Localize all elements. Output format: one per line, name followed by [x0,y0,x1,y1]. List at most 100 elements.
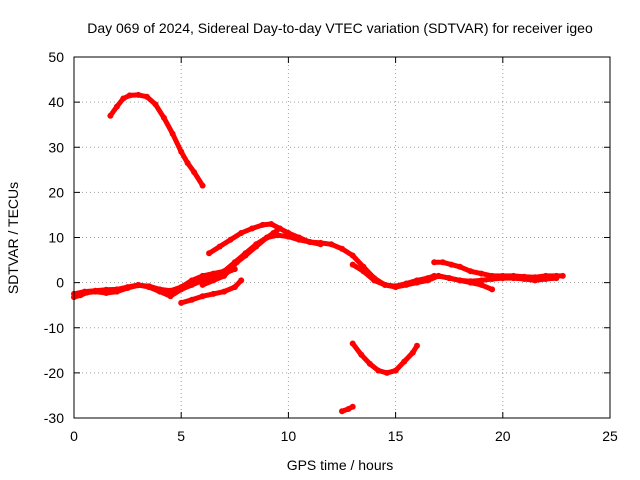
data-point [467,268,474,275]
data-point [184,160,191,166]
y-axis-title: SDTVAR / TECUs [5,182,21,294]
data-point [156,288,163,295]
data-point [456,263,463,270]
data-point [349,261,356,268]
data-point [206,250,213,257]
series-line [71,266,238,299]
series-line [107,92,206,189]
series-line [200,226,283,288]
grid [74,57,610,418]
data-point [559,272,566,279]
data-point [532,277,538,284]
data-point [210,290,217,297]
data-point [233,259,240,266]
data-point [103,286,110,293]
series-arc-1 [107,91,206,189]
data-point [146,284,152,291]
data-point [431,272,438,279]
data-point [510,275,517,282]
data-point [167,293,174,300]
y-tick-label: 20 [48,184,64,200]
y-tick-label: 10 [48,230,64,246]
data-point [178,148,185,155]
series-line [350,341,420,376]
data-point [439,259,446,266]
data-point [349,403,356,410]
data-point [317,241,324,248]
data-point [191,169,198,176]
series-arc-6 [199,225,283,288]
x-tick-label: 10 [281,428,297,444]
data-point [371,277,378,284]
data-point [414,342,420,349]
data-point [360,268,367,275]
data-point [113,286,120,293]
data-point [152,101,159,108]
data-point [81,288,88,295]
data-point [242,252,249,259]
series-arc-9 [435,272,560,285]
data-point [188,281,195,288]
data-point [264,234,270,241]
data-point [448,261,455,268]
y-tick-label: -20 [44,365,64,381]
data-point [499,275,506,282]
y-tick-label: -30 [44,410,64,426]
chart-title: Day 069 of 2024, Sidereal Day-to-day VTE… [87,20,593,36]
y-tick-label: 50 [48,49,64,65]
data-point [384,369,390,376]
data-point [126,92,133,99]
y-tick-label: 0 [56,275,64,291]
data-point [169,130,176,137]
series-arc-7 [349,261,438,290]
data-point [285,230,292,236]
data-point [339,408,345,415]
data-point [188,296,195,303]
data-point [349,252,356,259]
data-point [553,275,560,282]
data-point [478,281,485,288]
y-tick-label: -10 [44,320,64,336]
data-point [227,236,234,243]
data-point [210,277,217,284]
data-point [167,287,174,294]
x-axis-title: GPS time / hours [287,457,394,473]
x-tick-label: 5 [177,428,185,444]
data-point [366,360,373,367]
data-point [270,230,277,236]
data-point [424,275,431,282]
data-point [231,284,238,291]
data-point [339,245,345,252]
x-tick-label: 15 [388,428,404,444]
data-point [349,340,356,347]
data-point [478,277,485,284]
data-point [199,281,206,288]
data-point [216,243,223,250]
data-point [381,281,388,288]
data-point [221,272,228,279]
data-point [489,286,496,293]
data-point [401,358,408,365]
data-point [249,225,255,232]
data-point [414,277,420,284]
data-point [358,351,365,358]
data-point [221,288,228,295]
data-point [199,182,206,189]
x-tick-label: 25 [602,428,618,444]
y-tick-label: 30 [48,139,64,155]
series-arc-2 [71,232,496,301]
data-point [143,93,150,100]
data-point [124,284,131,291]
data-point [253,243,260,250]
tick-labels: 0 5 10 15 20 25 -30 -20 -10 0 10 20 30 40 50 [44,49,618,444]
data-point [296,234,303,241]
data-point [375,367,382,374]
data-point [161,114,167,121]
data-point [107,112,114,119]
data-point [409,349,416,356]
data-point [135,281,142,288]
data-point [435,272,442,279]
data-point [113,103,120,110]
data-point [178,286,185,293]
